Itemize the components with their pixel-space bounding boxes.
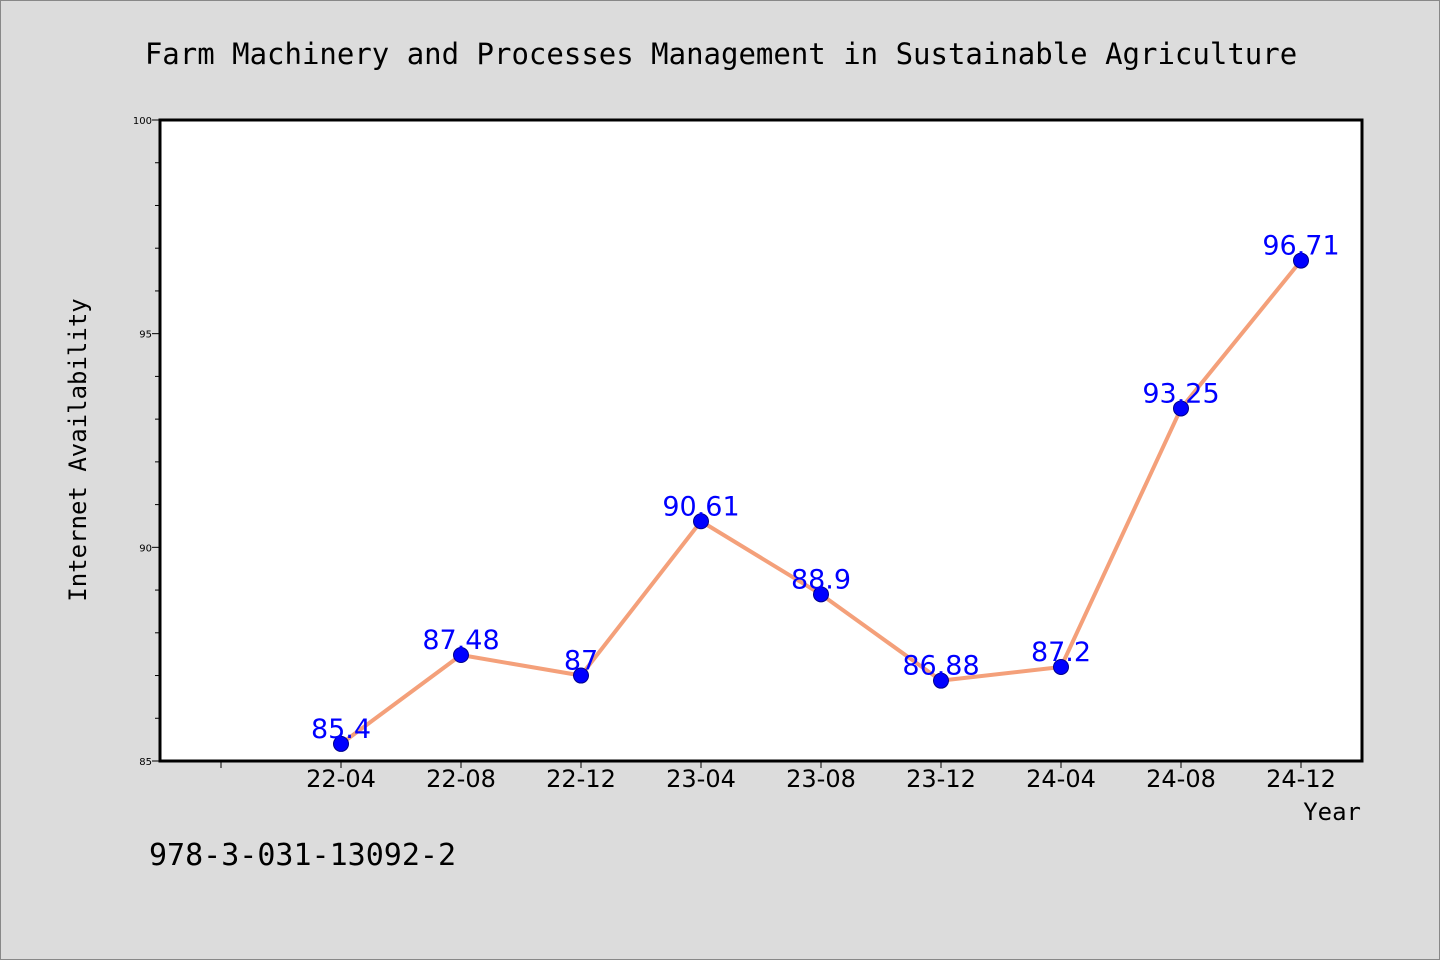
data-label: 87.48 xyxy=(422,625,499,656)
x-axis-title: Year xyxy=(1303,798,1361,826)
data-point xyxy=(933,672,949,689)
data-point xyxy=(1173,400,1189,417)
data-point xyxy=(1053,658,1069,675)
data-point xyxy=(813,586,829,603)
y-tick-label: 85 xyxy=(139,757,152,768)
data-label: 87 xyxy=(564,646,598,677)
data-point xyxy=(453,647,469,664)
data-point xyxy=(693,513,709,530)
y-axis-title: Internet Availability xyxy=(64,298,92,601)
x-axis: 22-04 22-08 22-12 23-04 23-08 23-12 24-04 24-08… xyxy=(220,761,1336,793)
data-point xyxy=(573,667,589,684)
data-label: 86.88 xyxy=(902,651,979,682)
series-markers xyxy=(333,252,1309,752)
x-tick-label: 22-04 xyxy=(306,765,376,793)
x-tick-label: 23-12 xyxy=(906,765,976,793)
y-tick-label: 90 xyxy=(139,543,152,554)
data-label: 85.4 xyxy=(311,714,371,745)
x-tick-label: 22-08 xyxy=(426,765,496,793)
y-tick-label: 95 xyxy=(139,330,152,341)
x-tick-label: 22-12 xyxy=(546,765,616,793)
plot-area xyxy=(160,120,1362,761)
x-tick-label: 24-12 xyxy=(1266,765,1336,793)
data-label: 88.9 xyxy=(791,564,851,595)
data-label: 87.2 xyxy=(1031,637,1091,668)
y-axis: 85 90 95 100 xyxy=(133,116,160,768)
data-label: 93.25 xyxy=(1142,378,1219,409)
y-tick-label: 100 xyxy=(133,116,152,127)
data-point xyxy=(1293,252,1309,269)
data-label: 96.71 xyxy=(1262,231,1339,262)
chart-title: Farm Machinery and Processes Management … xyxy=(145,37,1297,71)
data-label: 90.61 xyxy=(662,491,739,522)
footer-isbn-text: 978-3-031-13092-2 xyxy=(149,838,456,873)
x-tick-label: 24-04 xyxy=(1026,765,1096,793)
x-tick-label: 24-08 xyxy=(1146,765,1216,793)
x-tick-label: 23-08 xyxy=(786,765,856,793)
plot-frame xyxy=(158,118,1364,763)
data-point xyxy=(333,735,349,752)
x-tick-label: 23-04 xyxy=(666,765,736,793)
data-labels: 85.4 87.48 87 90.61 88.9 86.88 87.2 93.25 96.71 xyxy=(311,231,1340,745)
